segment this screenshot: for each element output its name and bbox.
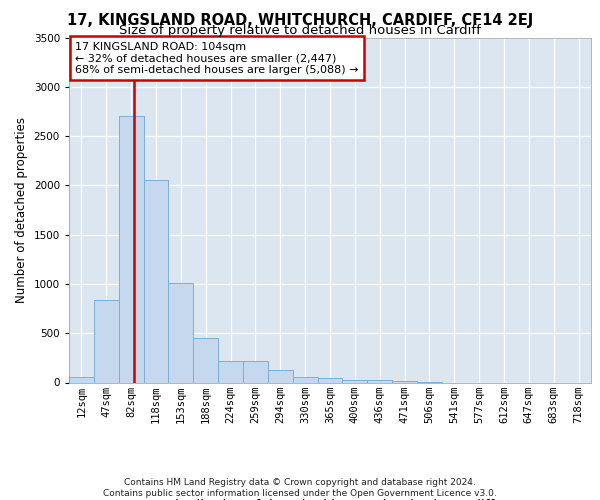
- Bar: [343, 380, 367, 382]
- X-axis label: Distribution of detached houses by size in Cardiff: Distribution of detached houses by size …: [166, 499, 494, 500]
- Text: 17 KINGSLAND ROAD: 104sqm
← 32% of detached houses are smaller (2,447)
68% of se: 17 KINGSLAND ROAD: 104sqm ← 32% of detac…: [75, 42, 359, 75]
- Bar: [268, 370, 293, 382]
- Bar: [69, 377, 94, 382]
- Bar: [94, 300, 119, 382]
- Text: Size of property relative to detached houses in Cardiff: Size of property relative to detached ho…: [119, 24, 481, 37]
- Text: Contains HM Land Registry data © Crown copyright and database right 2024.
Contai: Contains HM Land Registry data © Crown c…: [103, 478, 497, 498]
- Bar: [293, 377, 317, 382]
- Text: 17, KINGSLAND ROAD, WHITCHURCH, CARDIFF, CF14 2EJ: 17, KINGSLAND ROAD, WHITCHURCH, CARDIFF,…: [67, 12, 533, 28]
- Bar: [193, 338, 218, 382]
- Bar: [169, 284, 193, 382]
- Bar: [243, 362, 268, 382]
- Bar: [119, 116, 143, 382]
- Y-axis label: Number of detached properties: Number of detached properties: [15, 117, 28, 303]
- Bar: [143, 180, 169, 382]
- Bar: [218, 361, 243, 382]
- Bar: [317, 378, 343, 382]
- Bar: [367, 380, 392, 382]
- Bar: [392, 380, 417, 382]
